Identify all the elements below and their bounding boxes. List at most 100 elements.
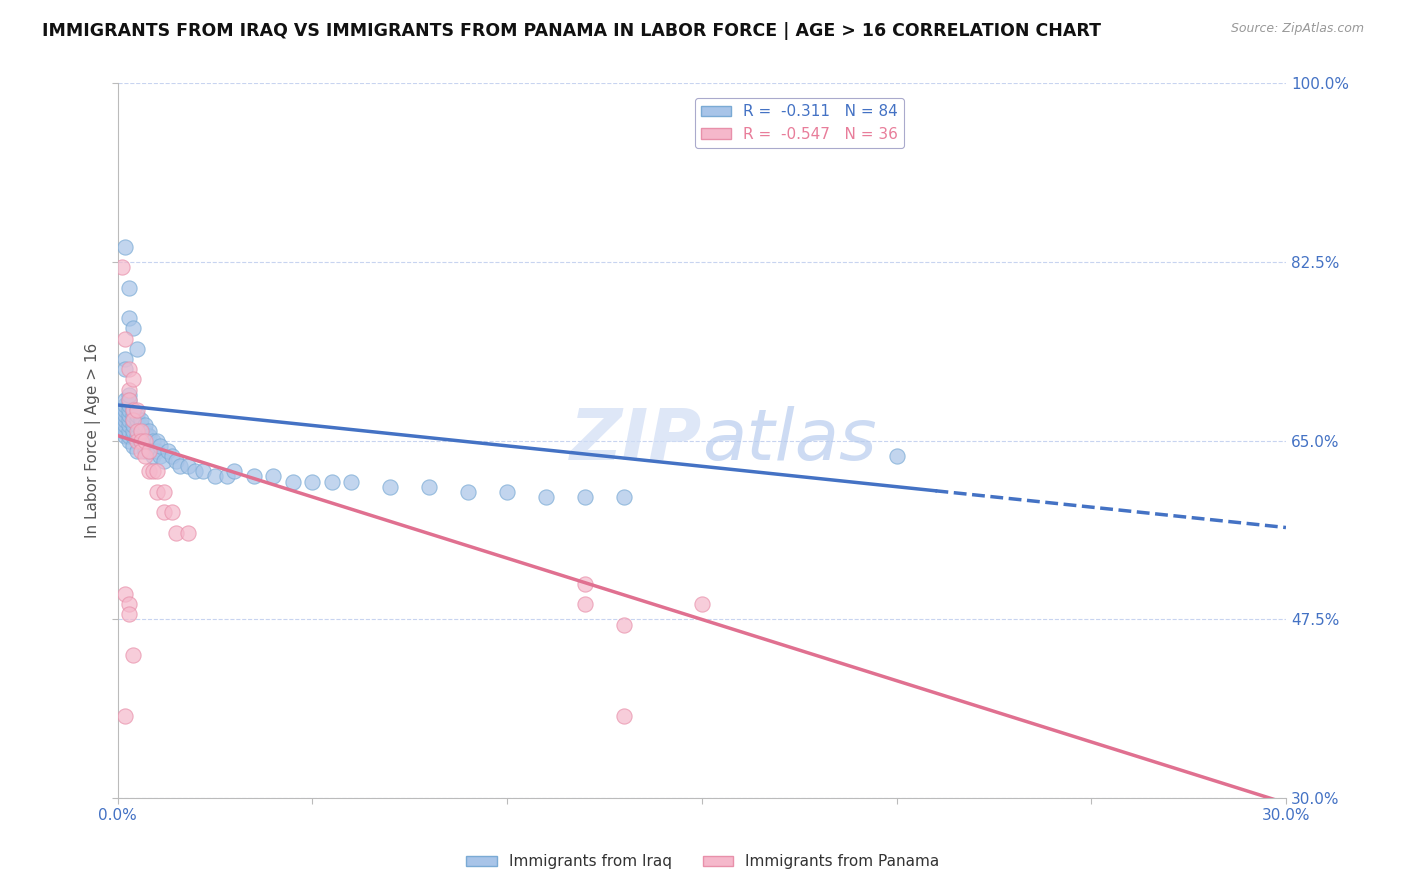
Point: [118, 413, 141, 427]
Point: [153, 454, 176, 468]
Point: [122, 413, 145, 427]
Point: [613, 617, 636, 632]
Text: IMMIGRANTS FROM IRAQ VS IMMIGRANTS FROM PANAMA IN LABOR FORCE | AGE > 16 CORRELA: IMMIGRANTS FROM IRAQ VS IMMIGRANTS FROM …: [42, 22, 1101, 40]
Point: [134, 449, 156, 463]
Point: [114, 587, 136, 601]
Point: [134, 444, 156, 458]
Point: [204, 469, 226, 483]
Point: [122, 321, 145, 335]
Text: ZIP: ZIP: [569, 406, 702, 475]
Point: [125, 424, 148, 438]
Point: [122, 372, 145, 386]
Point: [160, 505, 183, 519]
Text: Source: ZipAtlas.com: Source: ZipAtlas.com: [1230, 22, 1364, 36]
Point: [114, 403, 136, 417]
Point: [125, 413, 148, 427]
Point: [118, 409, 141, 423]
Point: [224, 464, 246, 478]
Point: [142, 434, 165, 448]
Point: [118, 383, 141, 397]
Point: [496, 484, 519, 499]
Point: [321, 475, 343, 489]
Legend: R =  -0.311   N = 84, R =  -0.547   N = 36: R = -0.311 N = 84, R = -0.547 N = 36: [695, 98, 904, 148]
Point: [110, 409, 132, 423]
Point: [122, 403, 145, 417]
Point: [145, 434, 167, 448]
Point: [157, 444, 180, 458]
Point: [110, 403, 132, 417]
Point: [243, 469, 266, 483]
Point: [149, 449, 172, 463]
Point: [122, 418, 145, 433]
Point: [114, 392, 136, 407]
Point: [122, 409, 145, 423]
Point: [122, 648, 145, 662]
Point: [134, 434, 156, 448]
Point: [114, 709, 136, 723]
Point: [138, 444, 160, 458]
Text: atlas: atlas: [702, 406, 876, 475]
Point: [534, 490, 557, 504]
Point: [122, 413, 145, 427]
Point: [134, 418, 156, 433]
Point: [125, 444, 148, 458]
Point: [886, 449, 908, 463]
Point: [114, 409, 136, 423]
Point: [129, 424, 152, 438]
Point: [149, 439, 172, 453]
Point: [153, 505, 176, 519]
Point: [114, 240, 136, 254]
Point: [122, 439, 145, 453]
Point: [153, 484, 176, 499]
Point: [118, 311, 141, 326]
Point: [129, 424, 152, 438]
Point: [110, 260, 132, 275]
Point: [613, 709, 636, 723]
Point: [114, 398, 136, 412]
Point: [177, 525, 200, 540]
Point: [122, 428, 145, 442]
Point: [169, 459, 191, 474]
Point: [301, 475, 323, 489]
Point: [138, 424, 160, 438]
Point: [380, 480, 402, 494]
Point: [118, 280, 141, 294]
Point: [125, 409, 148, 423]
Point: [138, 444, 160, 458]
Point: [340, 475, 363, 489]
Point: [129, 434, 152, 448]
Point: [118, 392, 141, 407]
Point: [142, 464, 165, 478]
Point: [193, 464, 215, 478]
Point: [118, 428, 141, 442]
Point: [129, 418, 152, 433]
Point: [281, 475, 304, 489]
Point: [118, 434, 141, 448]
Point: [118, 398, 141, 412]
Point: [165, 525, 187, 540]
Point: [114, 352, 136, 367]
Point: [114, 428, 136, 442]
Point: [145, 464, 167, 478]
Point: [418, 480, 440, 494]
Legend: Immigrants from Iraq, Immigrants from Panama: Immigrants from Iraq, Immigrants from Pa…: [460, 848, 946, 875]
Point: [165, 454, 187, 468]
Point: [125, 428, 148, 442]
Point: [110, 413, 132, 427]
Point: [574, 576, 596, 591]
Point: [690, 597, 713, 611]
Point: [118, 392, 141, 407]
Point: [129, 434, 152, 448]
Point: [114, 418, 136, 433]
Point: [134, 424, 156, 438]
Point: [574, 597, 596, 611]
Point: [118, 597, 141, 611]
Point: [142, 449, 165, 463]
Point: [110, 418, 132, 433]
Point: [177, 459, 200, 474]
Point: [118, 607, 141, 622]
Point: [118, 362, 141, 376]
Point: [122, 403, 145, 417]
Point: [138, 428, 160, 442]
Point: [129, 413, 152, 427]
